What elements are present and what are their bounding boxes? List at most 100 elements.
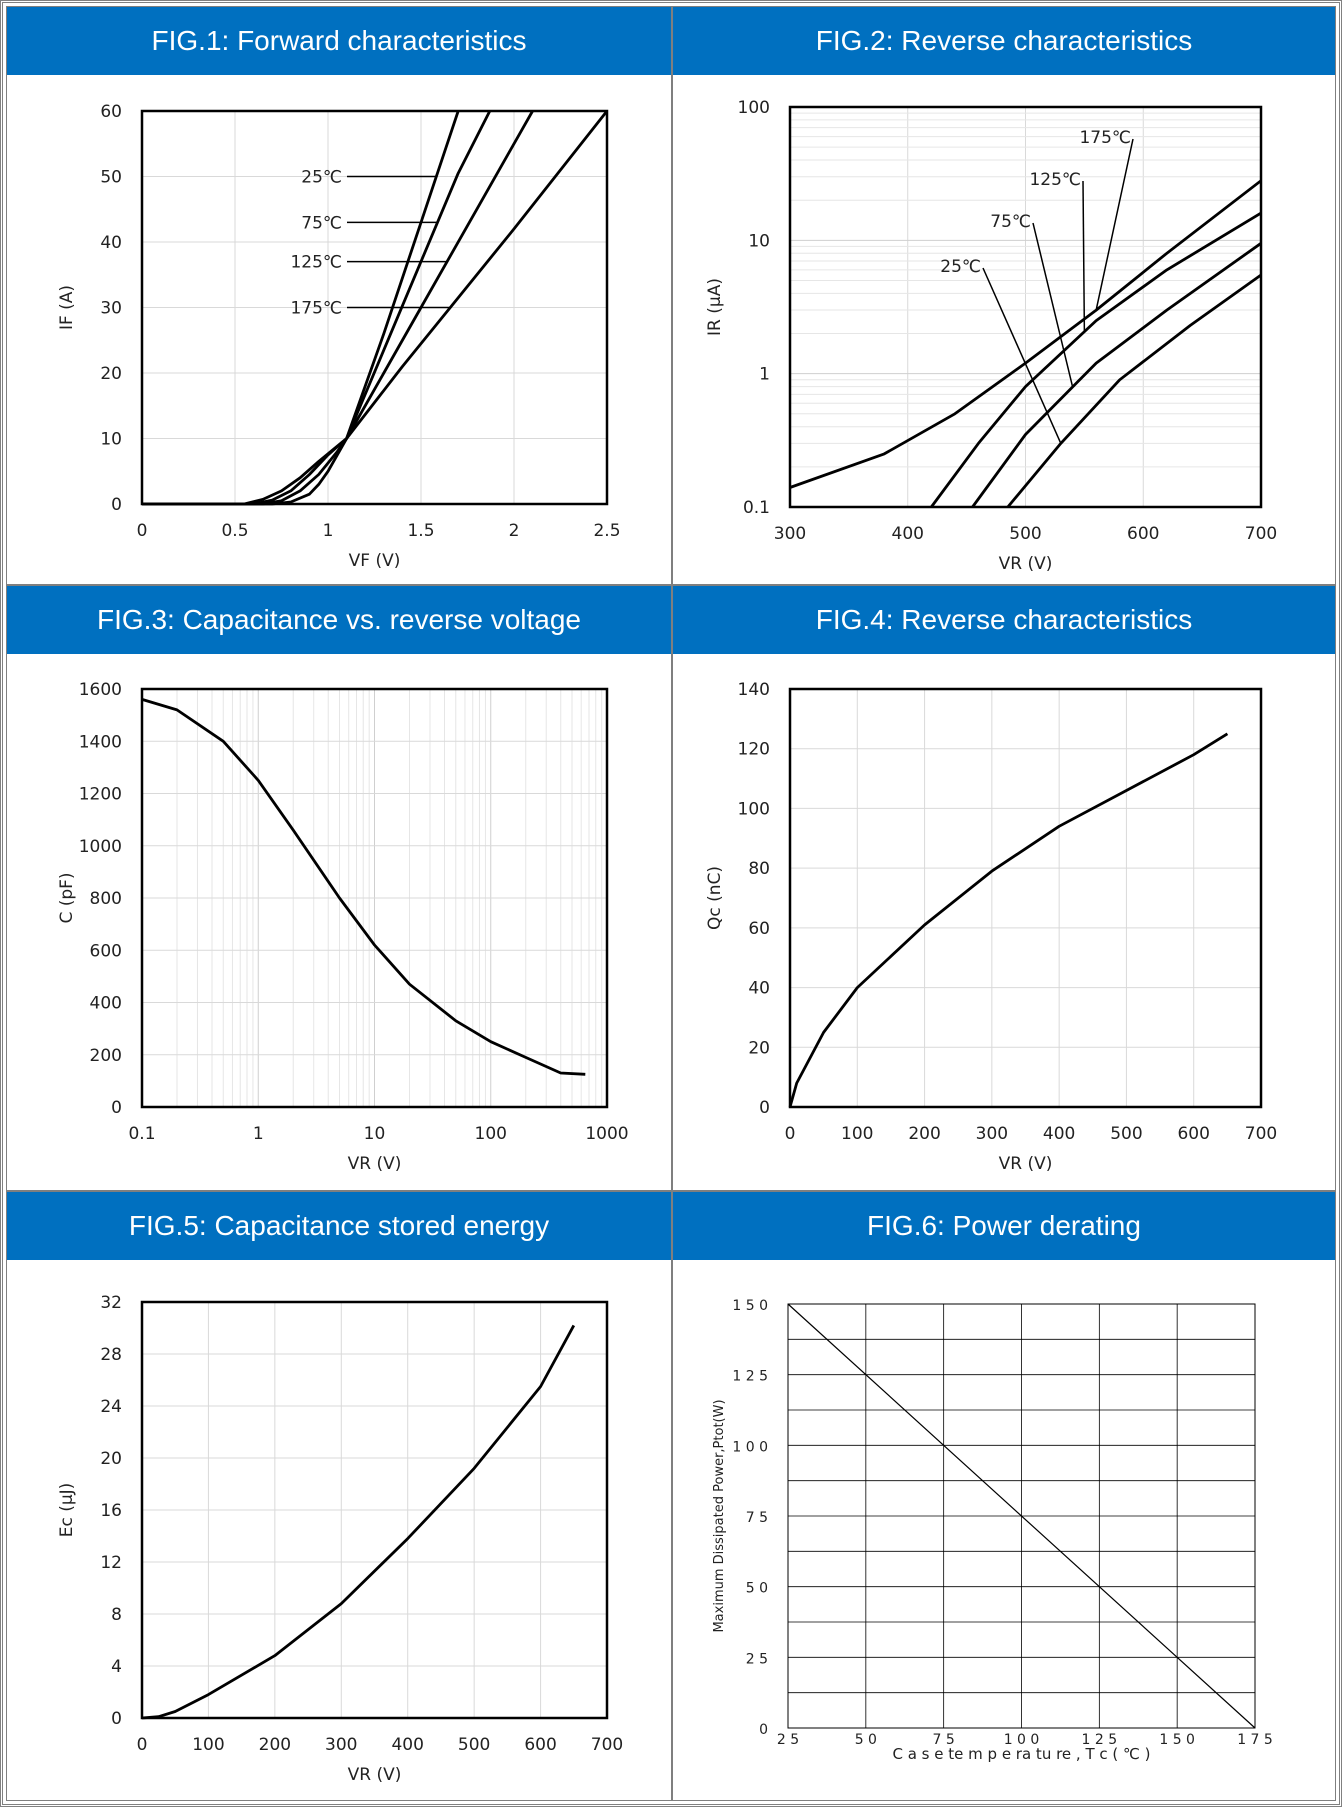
x-tick-label: 600 <box>524 1735 556 1755</box>
series-label: 175℃ <box>290 299 342 319</box>
y-tick-label: 0 <box>759 1722 768 1738</box>
y-tick-label: 4 <box>111 1657 122 1677</box>
y-axis-label: IF (A) <box>57 285 77 330</box>
series-line <box>142 110 460 506</box>
fig5-panel: FIG.5: Capacitance stored energy 0 100 200… <box>6 1191 672 1801</box>
x-tick-label: 700 <box>1245 1124 1277 1144</box>
series-label: 125℃ <box>1029 170 1081 190</box>
fig5-title: FIG.5: Capacitance stored energy <box>7 1192 671 1260</box>
y-tick-label: 24 <box>100 1397 122 1417</box>
y-tick-label: 60 <box>748 919 770 939</box>
x-tick-label: 0 <box>785 1124 796 1144</box>
x-tick-label: 0 <box>137 1735 148 1755</box>
y-tick-label: 30 <box>100 299 122 319</box>
y-tick-label: 12 <box>100 1553 122 1573</box>
series-line <box>141 698 586 1076</box>
series-line <box>787 1303 1256 1729</box>
fig3-panel: FIG.3: Capacitance vs. reverse voltage 0… <box>6 585 672 1191</box>
y-tick-label: 0 <box>111 495 122 515</box>
x-tick-label: 700 <box>591 1735 623 1755</box>
y-tick-label: 800 <box>90 889 122 909</box>
y-tick-label: 100 <box>738 98 770 118</box>
y-tick-label: 140 <box>738 680 770 700</box>
x-tick-label: 600 <box>1177 1124 1209 1144</box>
x-tick-label: 500 <box>458 1735 490 1755</box>
x-tick-label: 200 <box>908 1124 940 1144</box>
x-tick-label: 1 7 5 <box>1237 1732 1273 1748</box>
y-axis-label: Qc (nC) <box>705 866 725 930</box>
x-tick-label: 2 <box>509 521 520 541</box>
x-tick-label: 2.5 <box>593 521 620 541</box>
leader-line <box>1095 138 1134 311</box>
fig3-title: FIG.3: Capacitance vs. reverse voltage <box>7 586 671 654</box>
series-line <box>142 110 609 506</box>
y-tick-label: 1400 <box>79 732 122 752</box>
y-tick-label: 50 <box>100 168 122 188</box>
plot-frame <box>140 109 609 506</box>
x-tick-label: 600 <box>1127 524 1159 544</box>
x-tick-label: 1 <box>323 521 334 541</box>
y-tick-label: 1 5 0 <box>732 1298 768 1314</box>
x-tick-label: 2 5 <box>777 1732 799 1748</box>
plot-frame <box>787 1303 1256 1729</box>
x-axis-label: VR (V) <box>348 1154 402 1174</box>
x-tick-label: 1 2 5 <box>1082 1732 1118 1748</box>
x-tick-label: 0 <box>137 521 148 541</box>
x-tick-label: 400 <box>391 1735 423 1755</box>
series-label: 125℃ <box>290 253 342 273</box>
y-tick-label: 80 <box>748 859 770 879</box>
series-line <box>788 732 1229 1108</box>
x-tick-label: 100 <box>475 1124 507 1144</box>
y-axis-label: IR (μA) <box>705 278 725 336</box>
plot-frame <box>788 105 1263 509</box>
fig1-forward-chart: 0 0.5 1 1.5 2 2.5 0 10 20 30 40 50 60 VF (V) IF (A) 25℃… <box>57 102 621 571</box>
x-tick-label: 300 <box>976 1124 1008 1144</box>
series-label: 25℃ <box>940 257 981 277</box>
x-axis-label: VR (V) <box>999 1154 1053 1174</box>
plot-frame <box>788 687 1263 1109</box>
x-tick-label: 300 <box>774 524 806 544</box>
series-label: 175℃ <box>1079 128 1131 148</box>
fig6-derating-chart: 2 5 5 0 7 5 1 0 0 1 2 5 1 5 0 1 7 5 0 2 5 5 0 7 5 1… <box>712 1298 1273 1763</box>
y-tick-label: 100 <box>738 799 770 819</box>
series-line <box>930 211 1262 508</box>
y-tick-label: 120 <box>738 740 770 760</box>
y-tick-label: 200 <box>90 1046 122 1066</box>
fig2-panel: FIG.2: Reverse characteristics 300 400 500… <box>672 6 1336 585</box>
y-tick-label: 5 0 <box>746 1581 768 1597</box>
fig4-charge-chart: 0 100 200 300 400 500 600 700 0 20 40 60 80 100 120 140… <box>705 680 1277 1174</box>
leader-line <box>982 267 1062 444</box>
y-tick-label: 20 <box>100 1449 122 1469</box>
fig5-energy-chart: 0 100 200 300 400 500 600 700 0 4 8 12 16 20 24 28 32 VR … <box>57 1293 623 1785</box>
y-tick-label: 2 5 <box>746 1651 768 1667</box>
y-tick-label: 0 <box>759 1098 770 1118</box>
y-axis-label: Ec (μJ) <box>57 1483 77 1538</box>
y-tick-label: 1600 <box>79 680 122 700</box>
plot-frame <box>140 687 609 1109</box>
y-tick-label: 1 <box>759 365 770 385</box>
y-tick-label: 1000 <box>79 837 122 857</box>
y-tick-label: 32 <box>100 1293 122 1313</box>
x-tick-label: 400 <box>1043 1124 1075 1144</box>
x-tick-label: 500 <box>1009 524 1041 544</box>
x-tick-label: 1.5 <box>407 521 434 541</box>
x-tick-label: 100 <box>192 1735 224 1755</box>
y-tick-label: 60 <box>100 102 122 122</box>
y-tick-label: 1 0 0 <box>732 1439 768 1455</box>
y-tick-label: 28 <box>100 1345 122 1365</box>
y-axis-label: Maximum Dissipated Power,Ptot(W) <box>712 1399 727 1632</box>
y-tick-label: 40 <box>748 979 770 999</box>
y-tick-label: 16 <box>100 1501 122 1521</box>
leader-line <box>1032 222 1074 388</box>
y-tick-label: 8 <box>111 1605 122 1625</box>
fig6-title: FIG.6: Power derating <box>673 1192 1335 1260</box>
fig2-title: FIG.2: Reverse characteristics <box>673 7 1335 75</box>
series-line <box>141 1324 576 1720</box>
fig3-capacitance-chart: 0.1 1 10 100 1000 0 200 400 600 800 1000 1200 1400 16… <box>57 680 629 1174</box>
y-tick-label: 600 <box>90 941 122 961</box>
x-axis-label: C a s e te m p e ra tu re , T c ( ℃ ) <box>892 1745 1150 1763</box>
x-tick-label: 100 <box>841 1124 873 1144</box>
y-tick-label: 0 <box>111 1709 122 1729</box>
series-line <box>971 242 1262 508</box>
series-label: 25℃ <box>301 168 342 188</box>
